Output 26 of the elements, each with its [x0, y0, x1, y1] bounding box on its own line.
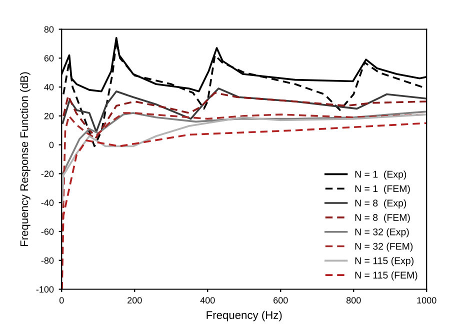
legend-label: N = 8 (Exp) — [355, 199, 406, 208]
legend-label: N = 115 (FEM) — [355, 271, 418, 280]
x-tick-label: 0 — [59, 297, 64, 304]
y-tick-label: 80 — [44, 26, 54, 33]
legend-label: N = 1 (Exp) — [355, 170, 406, 180]
y-axis-title: Frequency Response Function (dB) — [20, 72, 30, 246]
y-tick-label: 0 — [49, 142, 54, 148]
x-tick-label: 1000 — [417, 297, 436, 304]
y-tick-label: -40 — [41, 200, 54, 206]
x-tick-label: 200 — [128, 297, 142, 304]
legend-label: N = 32 (Exp) — [355, 228, 409, 238]
x-tick-label: 400 — [200, 297, 215, 304]
x-tick-label: 800 — [346, 297, 361, 304]
y-tick-label: -20 — [41, 170, 54, 178]
y-tick-label: -60 — [41, 228, 54, 235]
x-axis-title: Frequency (Hz) — [206, 310, 282, 322]
y-tick-label: 20 — [44, 112, 54, 120]
legend-label: N = 1 (FEM) — [355, 184, 410, 194]
y-tick-label: -80 — [41, 257, 54, 264]
y-tick-label: -100 — [36, 286, 54, 293]
x-tick-label: 600 — [274, 297, 288, 304]
y-tick-label: 40 — [44, 84, 54, 90]
y-tick-label: 60 — [44, 55, 54, 62]
legend-label: N = 8 (FEM) — [355, 214, 410, 223]
legend-label: N = 32 (FEM) — [355, 242, 413, 252]
legend-label: N = 115 (Exp) — [355, 257, 414, 266]
